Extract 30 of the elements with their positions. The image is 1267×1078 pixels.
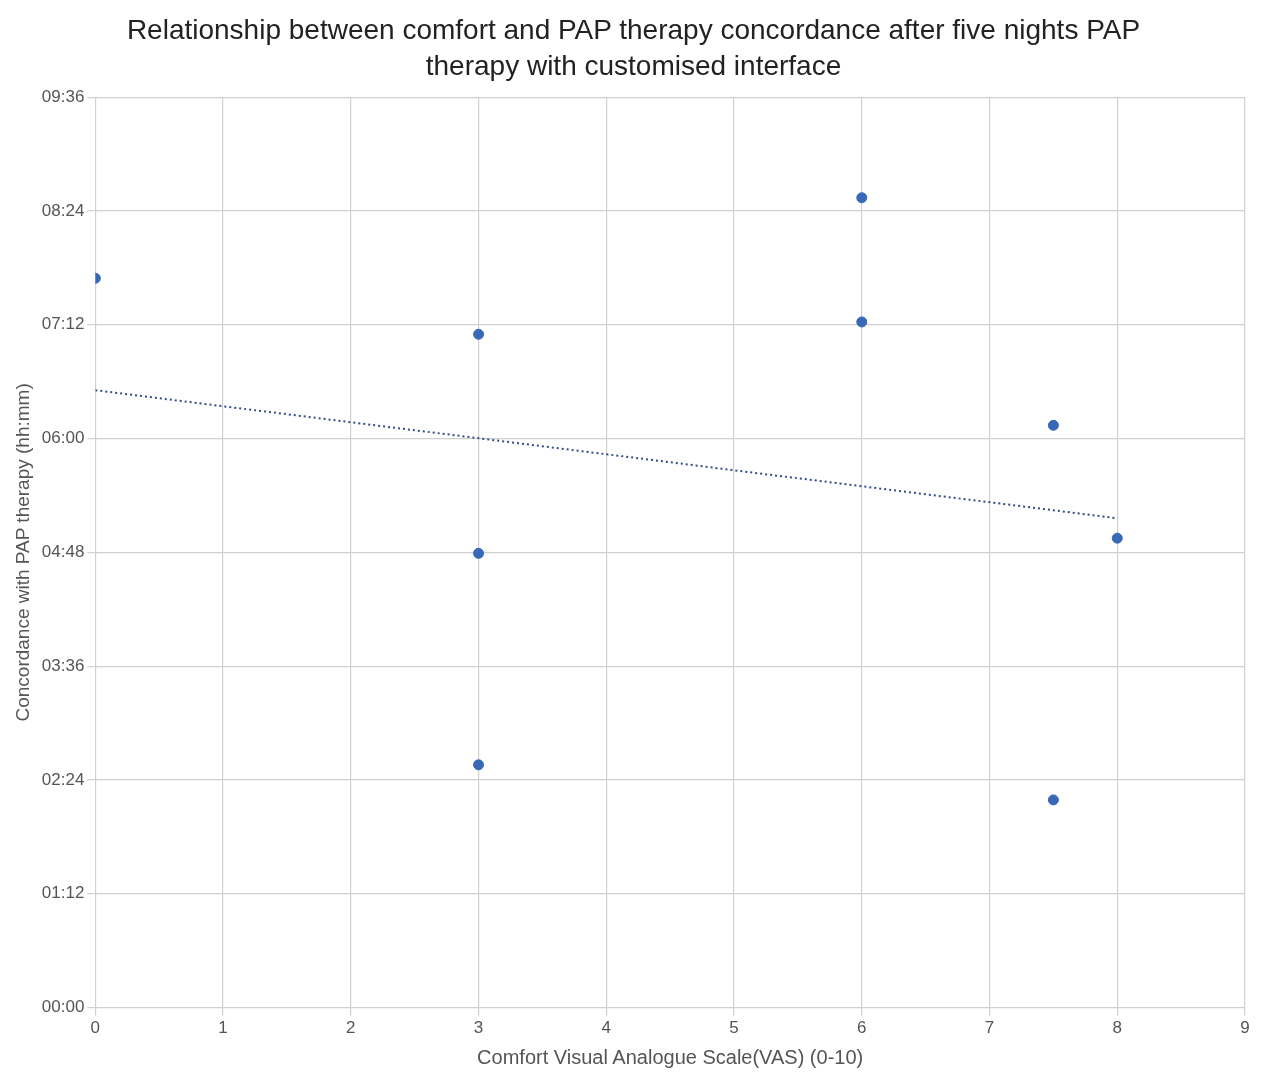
point xyxy=(473,759,485,771)
y-tick-label: 02:24 xyxy=(41,769,85,789)
point xyxy=(856,316,868,328)
point xyxy=(1047,419,1059,431)
point xyxy=(856,192,868,204)
point xyxy=(1111,532,1123,544)
point xyxy=(473,547,485,559)
x-tick-label: 4 xyxy=(601,1018,612,1038)
y-tick-label: 09:36 xyxy=(41,86,85,106)
x-axis-title: Comfort Visual Analogue Scale(VAS) (0-10) xyxy=(477,1045,864,1068)
point xyxy=(473,328,485,340)
x-tick-label: 5 xyxy=(729,1018,739,1038)
x-tick-label: 3 xyxy=(473,1018,484,1038)
y-tick-label: 06:00 xyxy=(41,428,85,448)
x-tick-label: 9 xyxy=(1240,1018,1250,1038)
y-tick-label: 04:48 xyxy=(41,542,85,562)
point xyxy=(1047,794,1059,806)
y-tick-label: 01:12 xyxy=(41,883,85,903)
y-axis-title: Concordance with PAP therapy (hh:mm) xyxy=(11,383,33,722)
y-tick-label: 03:36 xyxy=(41,655,85,675)
x-tick-label: 1 xyxy=(218,1018,228,1038)
y-tick-label: 00:00 xyxy=(41,997,85,1017)
chart-title: Relationship between comfort and PAP therapy concordance after five nights PAP therapy with customised interface xyxy=(125,13,1142,83)
x-tick-label: 6 xyxy=(857,1018,867,1038)
x-tick-label: 0 xyxy=(90,1018,101,1038)
x-tick-label: 2 xyxy=(346,1018,356,1038)
x-tick-label: 8 xyxy=(1112,1018,1122,1038)
y-tick-label: 08:24 xyxy=(41,200,85,220)
y-tick-label: 07:12 xyxy=(41,314,85,334)
x-tick-label: 7 xyxy=(984,1018,995,1038)
